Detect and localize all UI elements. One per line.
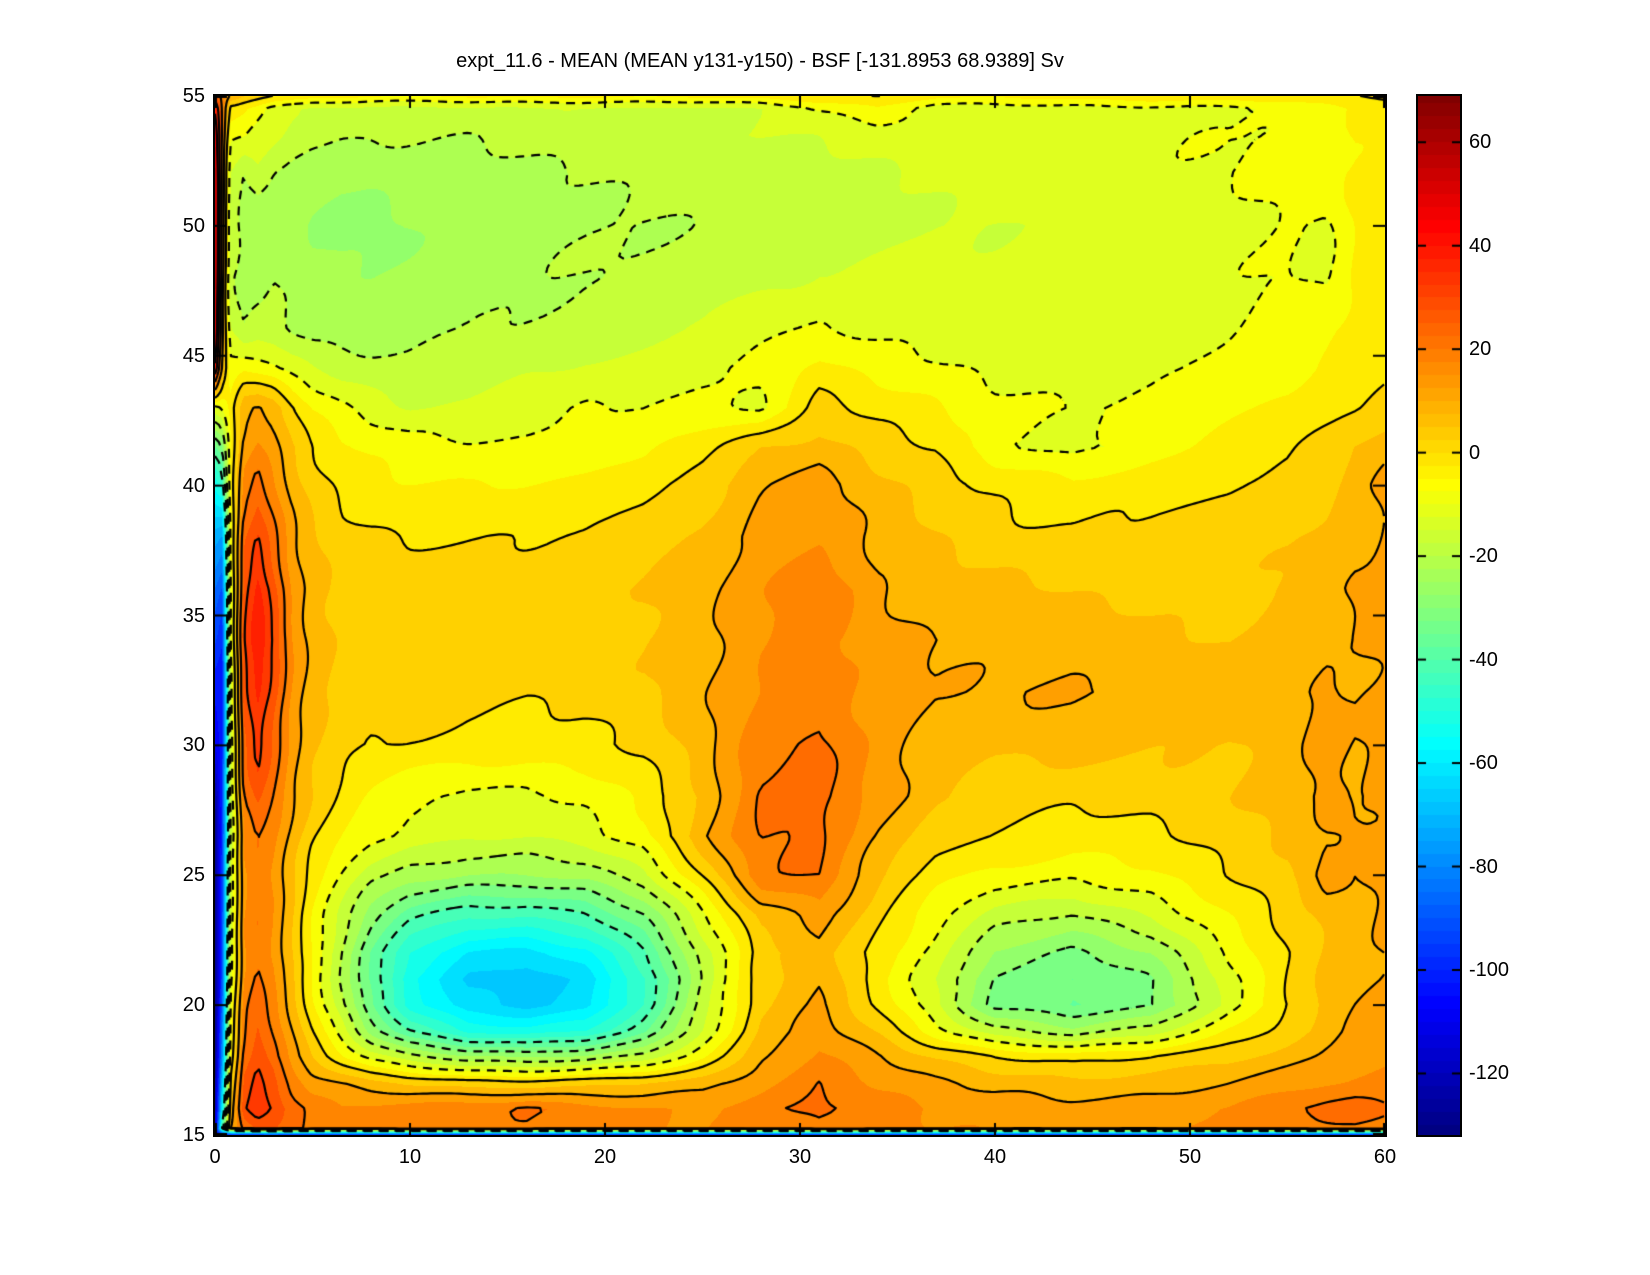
y-tick-label: 45 (182, 344, 205, 367)
y-tick-label: 25 (182, 864, 205, 887)
y-tick-label: 15 (182, 1124, 205, 1146)
y-tick-label: 20 (182, 994, 205, 1017)
x-tick-label: 0 (209, 1146, 221, 1168)
colorbar-tick-label: -40 (1469, 648, 1498, 671)
contour-field-canvas (215, 96, 1385, 1135)
colorbar-tick-label: 20 (1469, 338, 1492, 361)
figure-title: expt_11.6 - MEAN (MEAN y131-y150) - BSF … (456, 50, 1064, 72)
colorbar-tick-label: -20 (1469, 545, 1498, 568)
colorbar-canvas (1418, 96, 1460, 1135)
x-tick-label: 40 (983, 1146, 1007, 1168)
x-tick-label: 10 (398, 1146, 422, 1168)
colorbar-tick-label: 60 (1469, 131, 1492, 154)
x-tick-label: 50 (1178, 1146, 1202, 1168)
x-tick-label: 20 (593, 1146, 617, 1168)
y-tick-label: 40 (182, 474, 205, 497)
x-tick-label: 30 (788, 1146, 812, 1168)
colorbar-tick-label: -80 (1469, 855, 1498, 878)
y-tick-label: 55 (182, 85, 205, 107)
colorbar-tick-label: 40 (1469, 234, 1492, 257)
y-tick-label: 50 (182, 214, 205, 237)
y-tick-label: 30 (182, 734, 205, 757)
colorbar-tick-label: -60 (1469, 752, 1498, 775)
y-tick-label: 35 (182, 604, 205, 627)
colorbar-tick-label: -120 (1469, 1062, 1510, 1085)
x-tick-label: 60 (1373, 1146, 1397, 1168)
colorbar-tick-label: 0 (1469, 441, 1481, 464)
colorbar-tick-label: -100 (1469, 958, 1510, 981)
